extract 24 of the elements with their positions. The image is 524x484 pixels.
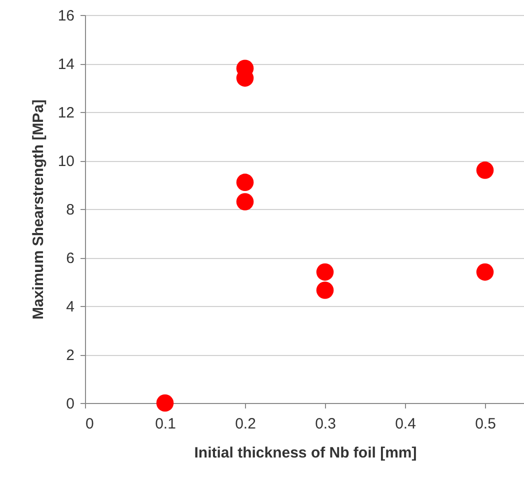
x-tick-label: 0.5 (475, 416, 496, 432)
x-tick-label: 0.4 (395, 416, 416, 432)
point (316, 263, 334, 281)
y-tick-label: 10 (58, 153, 74, 170)
y-tick-label: 4 (66, 298, 74, 316)
y-tick-label: 6 (66, 250, 74, 267)
y-tick-label: 12 (58, 104, 74, 122)
point (236, 174, 254, 191)
x-axis-title: Initial thickness of Nb foil [mm] (194, 444, 417, 462)
point (156, 394, 174, 412)
y-axis-title: Maximum Shearstrength [MPa] (30, 99, 47, 320)
y-tick-label: 8 (66, 202, 74, 218)
x-tick-label: 0.1 (155, 416, 176, 432)
x-tick-label: 0.3 (315, 416, 336, 432)
x-tick-label: 0.2 (235, 416, 256, 432)
point (236, 193, 254, 210)
point (476, 162, 494, 179)
y-tick-label: 0 (66, 396, 74, 412)
point (316, 282, 334, 299)
y-tick-label: 16 (58, 8, 74, 24)
x-tick-label: 0 (86, 416, 94, 432)
y-tick-label: 14 (58, 56, 74, 73)
point (476, 263, 494, 281)
y-tick-label: 2 (66, 347, 74, 364)
